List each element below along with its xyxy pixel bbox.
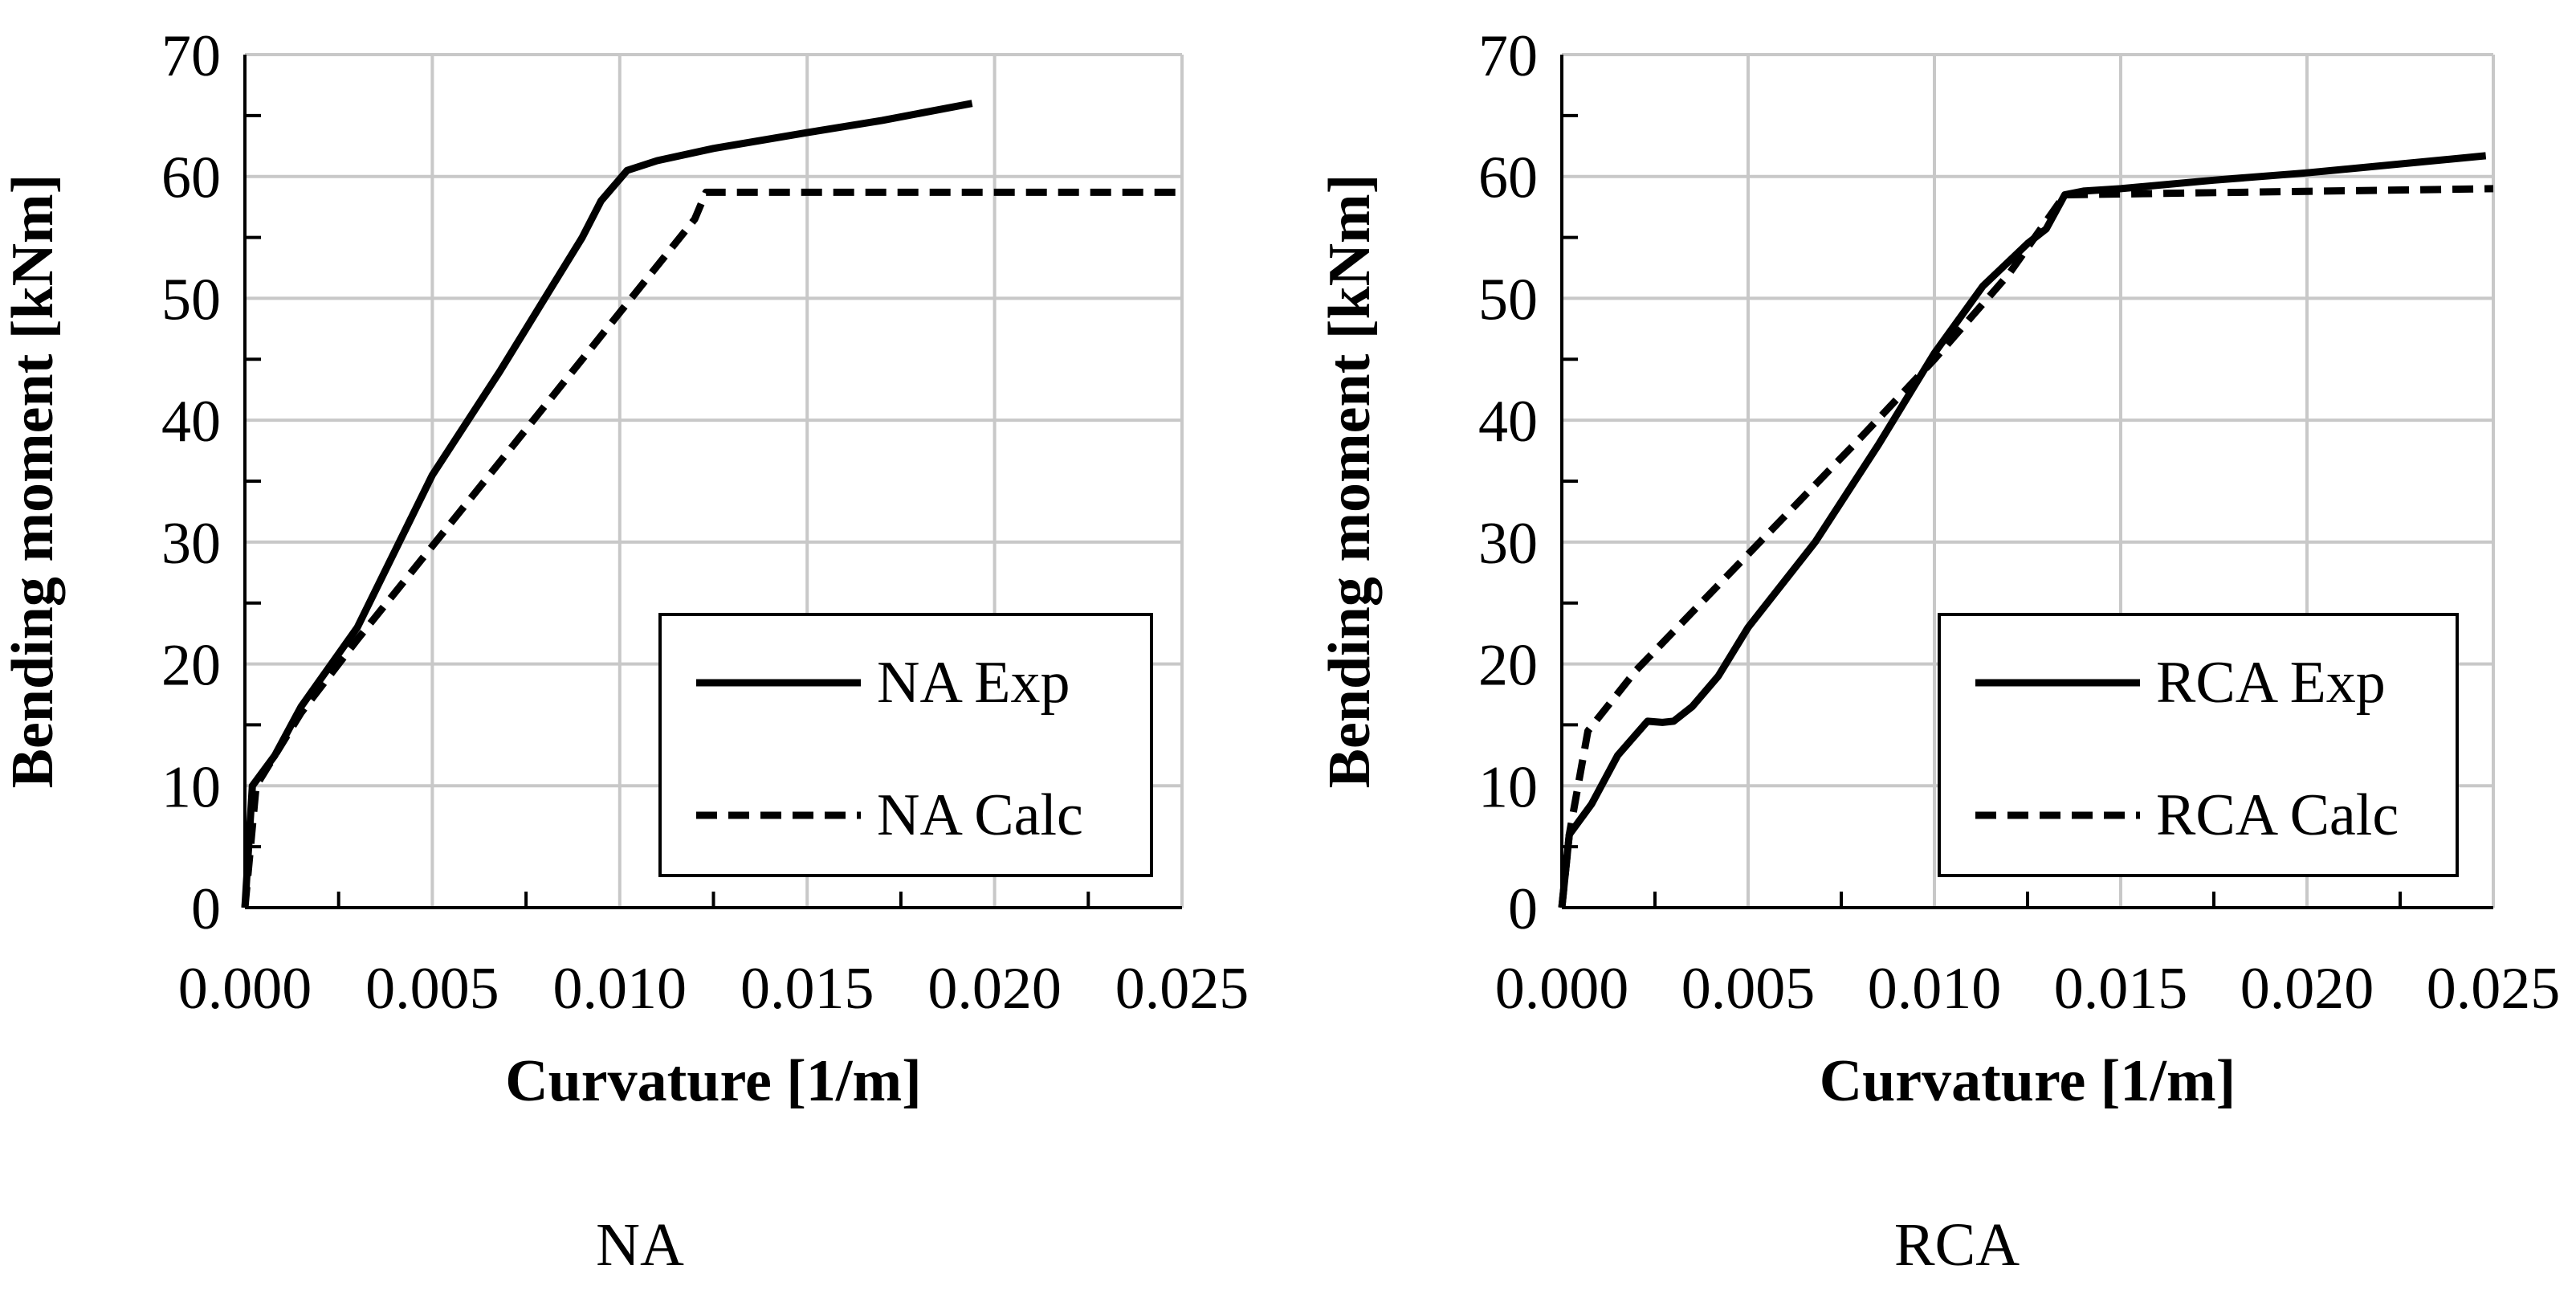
legend-label: RCA Calc [2156, 782, 2399, 848]
y-tick-label: 70 [161, 23, 221, 89]
legend-box [1938, 613, 2459, 877]
y-tick-label: 60 [1478, 145, 1538, 211]
panel-caption: NA [596, 1211, 684, 1279]
x-tick-label: 0.010 [553, 956, 687, 1022]
legend-label: NA Calc [877, 782, 1083, 848]
panel-na: 0 10 20 30 40 50 60 70 0.000 0.005 0.010 0.015 0.020… [0, 23, 1249, 1279]
x-tick-label: 0.015 [740, 956, 874, 1022]
y-tick-label: 0 [191, 876, 221, 942]
y-tick-label: 50 [1478, 267, 1538, 333]
x-axis-title: Curvature [1/m] [505, 1048, 922, 1114]
x-tick-label: 0.025 [1115, 956, 1249, 1022]
x-tick-label: 0.025 [2427, 956, 2561, 1022]
panel-rca: 0 10 20 30 40 50 60 70 0.000 0.005 0.010 0.015 0.020… [1317, 23, 2560, 1279]
y-tick-label: 20 [1478, 633, 1538, 699]
x-tick-label: 0.020 [2240, 956, 2374, 1022]
y-tick-label: 70 [1478, 23, 1538, 89]
series-line-na-calc [241, 188, 1182, 908]
y-tick-label: 0 [1508, 876, 1538, 942]
x-tick-label: 0.000 [1495, 956, 1629, 1022]
x-tick-label: 0.015 [2054, 956, 2188, 1022]
y-tick-label: 10 [161, 754, 221, 820]
series-line-rca-calc [1558, 185, 2494, 908]
y-tick-label: 40 [1478, 389, 1538, 455]
x-tick-label: 0.000 [178, 956, 312, 1022]
y-tick-label: 30 [1478, 511, 1538, 577]
y-tick-label: 40 [161, 389, 221, 455]
y-tick-label: 10 [1478, 754, 1538, 820]
y-axis-title: Bending moment [kNm] [0, 174, 66, 789]
series-line-rca-exp [1558, 152, 2487, 908]
y-tick-label: 50 [161, 267, 221, 333]
y-axis-title: Bending moment [kNm] [1317, 174, 1383, 789]
y-tick-label: 60 [161, 145, 221, 211]
legend-label: RCA Exp [2156, 650, 2386, 716]
legend-box [658, 613, 1153, 877]
x-tick-label: 0.005 [365, 956, 499, 1022]
panel-caption: RCA [1894, 1211, 2020, 1279]
x-tick-label: 0.010 [1868, 956, 2002, 1022]
legend-label: NA Exp [877, 650, 1070, 716]
y-tick-label: 30 [161, 511, 221, 577]
x-axis-title: Curvature [1/m] [1820, 1048, 2236, 1114]
x-tick-label: 0.020 [927, 956, 1062, 1022]
y-tick-label: 20 [161, 633, 221, 699]
x-tick-label: 0.005 [1681, 956, 1816, 1022]
series-line-na-exp [241, 100, 973, 908]
